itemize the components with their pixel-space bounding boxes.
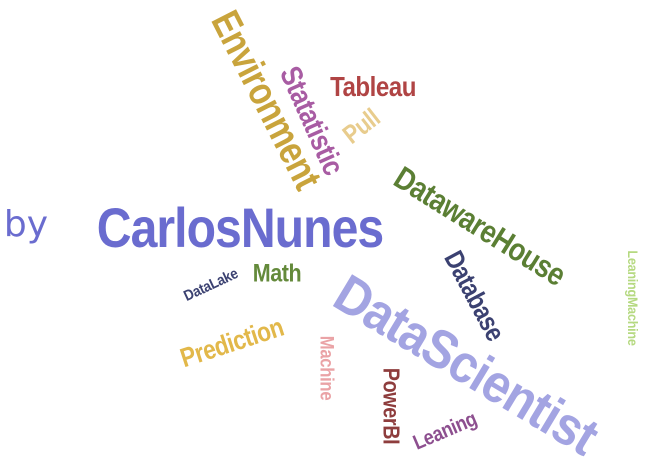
word-math: Math (252, 259, 302, 288)
word-by: by (3, 204, 49, 245)
word-datalake: DataLake (181, 265, 241, 305)
word-datawarehouse: DatawareHouse (387, 159, 573, 293)
word-prediction: Prediction (176, 311, 288, 374)
word-tableau: Tableau (330, 71, 416, 102)
word-leaningmachine: LeaningMachine (625, 250, 641, 346)
word-powerbi: PowerBI (378, 367, 405, 445)
word-machine: Machine (315, 335, 337, 401)
word-pull: Pull (336, 102, 386, 150)
word-leaning: Leaning (409, 407, 481, 455)
word-carlosnunes: CarlosNunes (96, 196, 384, 259)
